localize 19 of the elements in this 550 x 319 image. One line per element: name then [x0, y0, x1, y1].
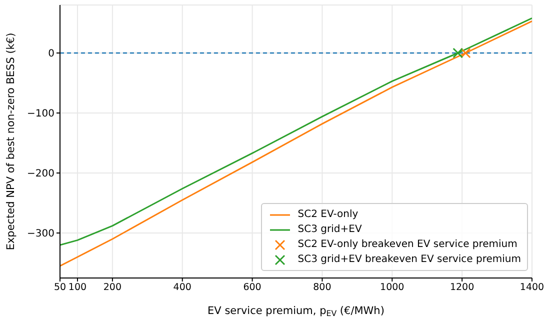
x-tick-label: 1000	[380, 282, 404, 294]
x-axis-title: EV service premium, p$_{EV}$ (€/MWh)	[208, 305, 384, 318]
x-tick-label: 800	[313, 282, 332, 294]
y-tick-label: 0	[48, 48, 54, 60]
x-tick-label: 1200	[450, 282, 474, 294]
legend-label: SC3 grid+EV breakeven EV service premium	[298, 253, 521, 267]
y-tick-label: −100	[27, 108, 54, 120]
y-axis-title: Expected NPV of best non-zero BESS (k€)	[4, 32, 17, 250]
y-tick-label: −300	[27, 228, 54, 240]
y-tick-label: −200	[27, 168, 54, 180]
x-tick-label: 100	[68, 282, 87, 294]
x-tick-label: 400	[173, 282, 192, 294]
legend-label: SC2 EV-only breakeven EV service premium	[298, 238, 518, 252]
legend-label: SC2 EV-only	[298, 208, 358, 222]
x-tick-label: 600	[243, 282, 262, 294]
legend-label: SC3 grid+EV	[298, 223, 362, 237]
x-tick-label: 200	[103, 282, 122, 294]
x-tick-label: 50	[54, 282, 66, 294]
x-tick-label: 1400	[520, 282, 544, 294]
